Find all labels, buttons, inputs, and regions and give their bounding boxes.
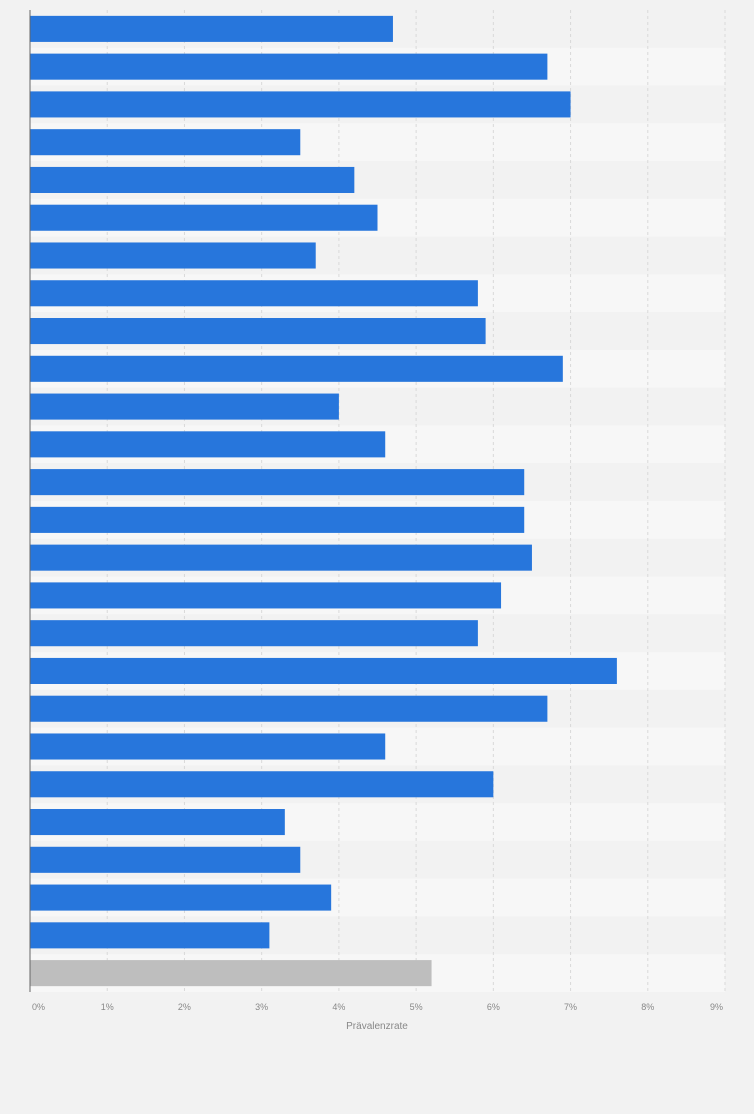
x-tick-label: 0% — [32, 1002, 45, 1012]
bar[interactable] — [30, 506, 525, 533]
bar[interactable] — [30, 166, 355, 193]
bar[interactable] — [30, 15, 393, 42]
bar[interactable] — [30, 129, 301, 156]
bar[interactable] — [30, 695, 548, 722]
bars — [30, 15, 617, 987]
bar[interactable] — [30, 318, 486, 345]
bar[interactable] — [30, 204, 378, 231]
row-bands — [30, 10, 725, 992]
bar[interactable] — [30, 846, 301, 873]
bar[interactable] — [30, 393, 339, 420]
bar[interactable] — [30, 809, 285, 836]
bar[interactable] — [30, 53, 548, 80]
bar[interactable] — [30, 355, 563, 382]
x-tick-label: 7% — [564, 1002, 577, 1012]
bar[interactable] — [30, 431, 386, 458]
bar[interactable] — [30, 620, 478, 647]
x-tick-label: 3% — [255, 1002, 268, 1012]
bar[interactable] — [30, 582, 502, 609]
x-tick-label: 2% — [178, 1002, 191, 1012]
bar[interactable] — [30, 657, 617, 684]
x-tick-label: 1% — [101, 1002, 114, 1012]
bar[interactable] — [30, 733, 386, 760]
x-tick-label: 5% — [410, 1002, 423, 1012]
bar[interactable] — [30, 544, 532, 571]
bar[interactable] — [30, 91, 571, 118]
x-tick-label: 9% — [710, 1002, 723, 1012]
bar[interactable] — [30, 242, 316, 269]
bar[interactable] — [30, 922, 270, 949]
x-tick-label: 8% — [641, 1002, 654, 1012]
bar[interactable] — [30, 884, 332, 911]
bar[interactable] — [30, 469, 525, 496]
bar[interactable] — [30, 771, 494, 798]
x-tick-label: 6% — [487, 1002, 500, 1012]
x-tick-labels: 0% 1% 2% 3% 4% 5% 6% 7% 8% 9% — [32, 1002, 723, 1012]
x-tick-label: 4% — [332, 1002, 345, 1012]
bar[interactable] — [30, 280, 478, 307]
x-axis-label: Prävalenzrate — [346, 1021, 408, 1032]
bar-highlight[interactable] — [30, 960, 432, 987]
